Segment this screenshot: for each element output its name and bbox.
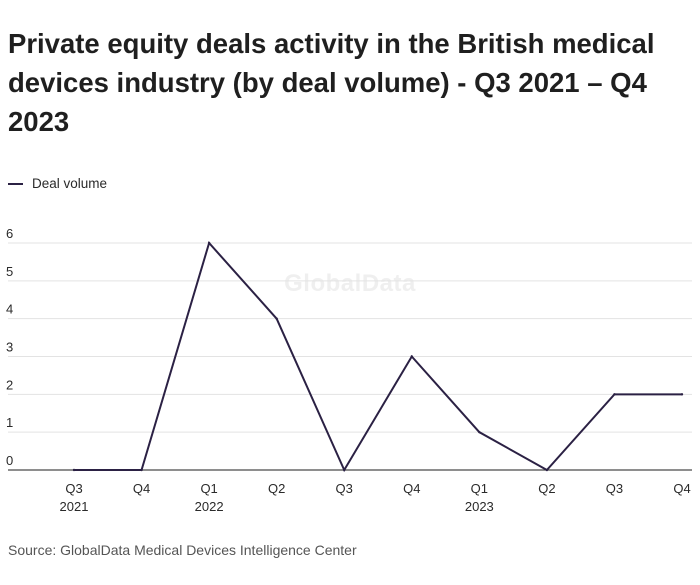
x-tick-label: Q3 [65, 481, 82, 496]
y-tick-label: 2 [6, 377, 13, 392]
data-point [613, 393, 616, 396]
y-tick-label: 0 [6, 453, 13, 468]
y-tick-label: 6 [6, 226, 13, 241]
x-tick-label: Q1 [200, 481, 217, 496]
data-point [207, 241, 211, 245]
data-point [410, 355, 413, 358]
y-tick-label: 4 [6, 302, 13, 317]
x-tick-label: Q3 [606, 481, 623, 496]
chart-title: Private equity deals activity in the Bri… [8, 28, 655, 137]
y-tick-label: 5 [6, 264, 13, 279]
x-tick-label: Q2 [268, 481, 285, 496]
x-tick-year-label: 2023 [465, 499, 494, 514]
legend: Deal volume [8, 176, 107, 191]
y-tick-label: 1 [6, 415, 13, 430]
x-tick-label: Q4 [403, 481, 420, 496]
x-tick-year-label: 2022 [195, 499, 224, 514]
data-point [140, 468, 143, 472]
x-tick-year-label: 2021 [60, 499, 89, 514]
x-tick-label: Q2 [538, 481, 555, 496]
data-point [275, 317, 278, 320]
series-line-deal-volume [74, 240, 682, 473]
source-note: Source: GlobalData Medical Devices Intel… [8, 542, 357, 558]
x-tick-label: Q1 [471, 481, 488, 496]
y-tick-label: 3 [6, 340, 13, 355]
data-point [343, 468, 346, 472]
watermark: GlobalData [284, 270, 416, 297]
data-point [545, 468, 549, 472]
legend-label: Deal volume [32, 176, 108, 191]
x-tick-label: Q4 [673, 481, 690, 496]
data-point [680, 393, 684, 396]
x-tick-label: Q3 [336, 481, 353, 496]
legend-line-icon [8, 182, 23, 185]
data-point [72, 468, 76, 472]
x-tick-label: Q4 [133, 481, 150, 496]
data-point [478, 430, 481, 434]
